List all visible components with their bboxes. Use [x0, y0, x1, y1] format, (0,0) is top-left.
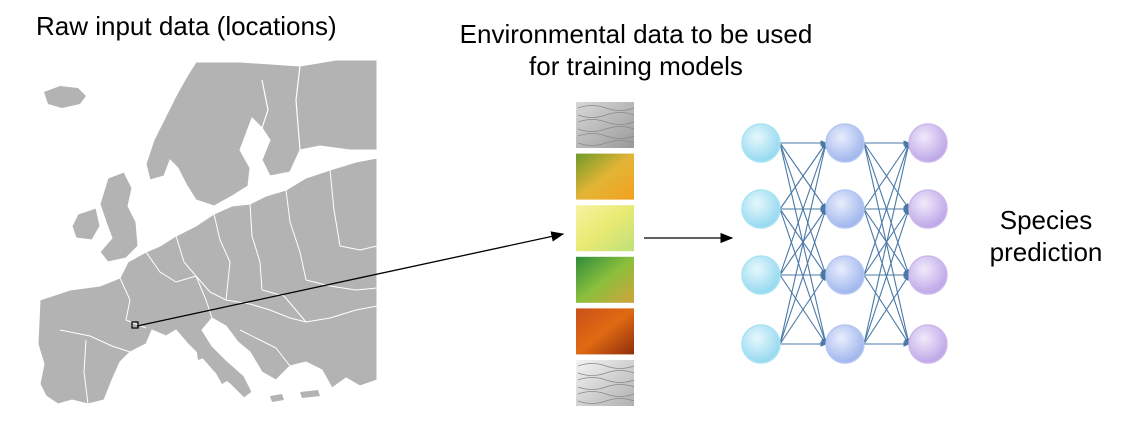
species-prediction-label: Species prediction — [975, 204, 1117, 268]
environmental-data-title-line1: Environmental data to be used — [459, 19, 813, 49]
output-layer-node — [908, 255, 948, 295]
elevation-layer-texture — [577, 377, 635, 383]
terrain-relief-layer — [576, 102, 634, 148]
terrain-relief-layer-texture — [577, 126, 635, 132]
location-to-layers-arrow — [136, 231, 565, 327]
neural-network — [741, 123, 948, 364]
network-edge — [779, 274, 827, 345]
network-edge — [863, 207, 910, 345]
environmental-layers-stack — [576, 102, 635, 406]
network-nodes — [741, 123, 948, 364]
network-edge — [863, 141, 911, 345]
hidden-layer-node — [825, 123, 865, 163]
environmental-data-title: Environmental data to be used for traini… — [405, 18, 867, 82]
elevation-layer — [576, 360, 634, 406]
elevation-layer-texture — [577, 398, 635, 404]
elevation-layer-texture — [577, 391, 635, 397]
input-layer-node — [741, 324, 781, 364]
hidden-layer-node — [825, 189, 865, 229]
elevation-layer-texture — [577, 370, 635, 376]
soil-layer — [576, 308, 634, 355]
hidden-layer-node — [825, 255, 865, 295]
terrain-relief-layer-texture — [577, 133, 635, 139]
network-edge — [863, 142, 910, 210]
input-layer-node — [741, 255, 781, 295]
environmental-data-title-line2: for training models — [529, 51, 743, 81]
network-connections — [779, 140, 911, 347]
europe-map — [37, 59, 378, 405]
terrain-relief-layer-texture — [577, 119, 635, 125]
scandinavia-shape — [145, 59, 378, 207]
british-isles-shape — [71, 171, 139, 263]
network-edge — [863, 141, 910, 276]
elevation-layer-texture — [577, 384, 635, 390]
terrain-relief-layer-texture — [577, 140, 635, 146]
species-prediction-line2: prediction — [989, 237, 1103, 267]
raw-input-title: Raw input data (locations) — [36, 11, 337, 41]
mainland-europe-shape — [37, 157, 378, 405]
output-layer-node — [908, 324, 948, 364]
vegetation-layer — [576, 256, 634, 303]
species-prediction-line1: Species — [999, 205, 1093, 235]
terrain-relief-layer-texture — [577, 112, 635, 118]
elevation-layer-texture — [577, 363, 635, 369]
network-edge — [779, 142, 827, 210]
finland-border — [261, 65, 301, 151]
network-edge — [779, 141, 827, 276]
iceland-shape — [44, 86, 86, 108]
input-layer-node — [741, 189, 781, 229]
terrain-relief-layer-texture — [577, 105, 635, 111]
network-edge — [779, 141, 828, 345]
mediterranean-islands — [196, 344, 320, 402]
country-borders — [59, 169, 378, 405]
input-layer-node — [741, 123, 781, 163]
network-edge — [779, 207, 827, 345]
temperature-layer — [576, 153, 634, 200]
network-edge — [863, 274, 910, 345]
precipitation-layer — [576, 205, 634, 252]
hidden-layer-node — [825, 324, 865, 364]
selected-location-marker — [131, 321, 139, 329]
output-layer-node — [908, 189, 948, 229]
output-layer-node — [908, 123, 948, 163]
